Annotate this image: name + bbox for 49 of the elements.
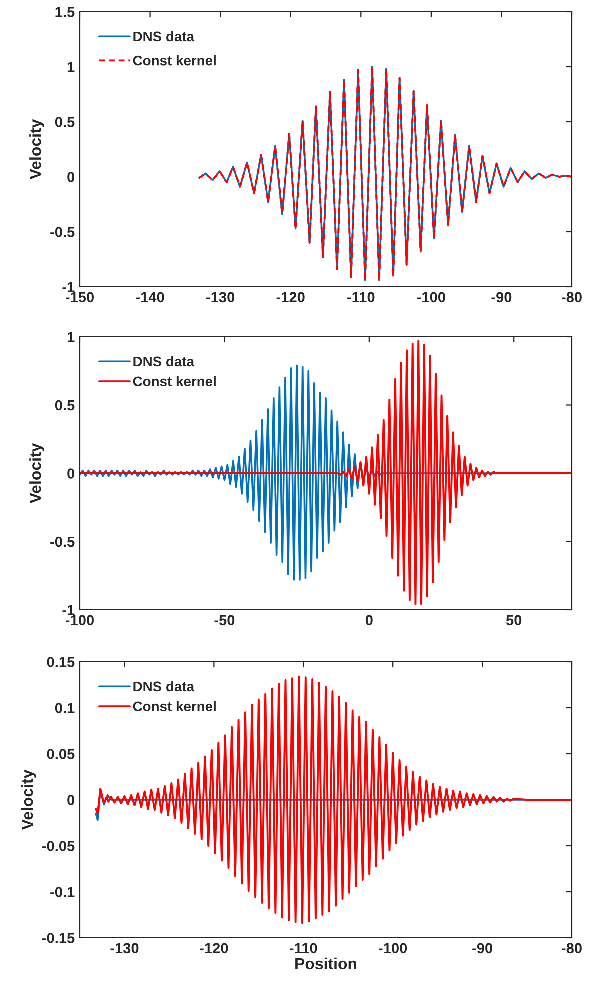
x-tick-label: -90 xyxy=(492,292,512,303)
y-axis-title: Velocity xyxy=(30,119,44,180)
legend-label: DNS data xyxy=(134,356,195,367)
legend-label: Const kernel xyxy=(133,56,216,66)
x-tick-label: -150 xyxy=(66,292,94,303)
y-tick-label: 1 xyxy=(68,62,75,72)
x-tick-label: -110 xyxy=(348,292,375,303)
x-tick-label: -130 xyxy=(206,292,235,303)
x-tick-label: -140 xyxy=(136,292,164,303)
y-tick-label: -1 xyxy=(62,282,75,292)
x-tick-label: -50 xyxy=(214,615,235,626)
y-axis-title: Velocity xyxy=(21,770,36,830)
y-tick-label: 0.1 xyxy=(55,703,75,714)
y-tick-label: 0 xyxy=(68,795,75,806)
y-tick-label: 0.15 xyxy=(47,657,75,668)
y-tick-label: -0.05 xyxy=(42,841,75,852)
y-tick-label: 0 xyxy=(68,172,75,182)
y-tick-label: -0.1 xyxy=(50,887,75,898)
x-axis-title: Position xyxy=(296,958,357,970)
y-tick-label: 1.5 xyxy=(56,7,75,18)
x-tick-label: -120 xyxy=(276,292,305,303)
legend-label: DNS data xyxy=(134,31,195,42)
x-tick-label: 50 xyxy=(506,615,522,626)
y-axis-title: Velocity xyxy=(30,443,44,504)
y-tick-label: 0.5 xyxy=(55,400,75,411)
x-tick-label: -100 xyxy=(379,943,408,954)
y-tick-label: 0 xyxy=(68,468,75,479)
y-tick-label: -0.5 xyxy=(50,536,75,548)
x-tick-label: -130 xyxy=(110,943,139,954)
x-tick-label: -120 xyxy=(200,943,228,954)
x-tick-label: 0 xyxy=(366,615,373,626)
y-tick-label: 0.5 xyxy=(55,117,75,128)
y-tick-label: 0.05 xyxy=(47,749,75,760)
line-series xyxy=(95,676,572,924)
y-tick-label: -1 xyxy=(62,605,75,616)
x-tick-label: -100 xyxy=(66,615,94,626)
y-tick-label: 1 xyxy=(68,332,75,342)
line-series xyxy=(80,340,572,606)
x-tick-label: -110 xyxy=(290,943,318,954)
x-tick-label: -100 xyxy=(417,292,446,303)
legend-label: Const kernel xyxy=(133,701,216,712)
y-tick-label: -0.15 xyxy=(42,933,75,944)
legend-label: Const kernel xyxy=(133,376,216,387)
legend-label: DNS data xyxy=(134,681,195,692)
y-tick-label: -0.5 xyxy=(50,227,75,238)
x-tick-label: -80 xyxy=(562,943,582,954)
line-series xyxy=(198,66,572,282)
x-tick-label: -80 xyxy=(562,292,582,303)
x-tick-label: -90 xyxy=(472,943,492,954)
